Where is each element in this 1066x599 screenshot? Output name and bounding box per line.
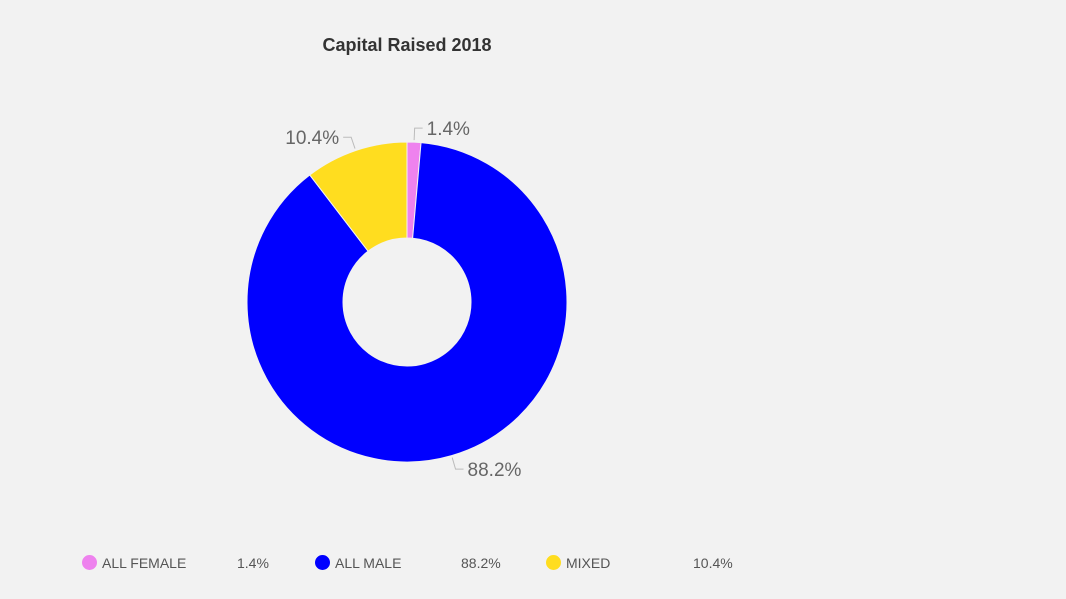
legend-dot-all-male [315, 555, 330, 570]
leader-line-all-female [413, 127, 423, 141]
leader-line-all-male [451, 457, 464, 470]
slice-mixed[interactable] [309, 141, 408, 252]
data-label-mixed: 10.4% [285, 128, 339, 149]
legend-dot-all-female [82, 555, 97, 570]
legend-label: ALL MALE [335, 555, 402, 571]
legend-value: 10.4% [693, 555, 733, 571]
legend-label: ALL FEMALE [102, 555, 187, 571]
data-label-all-male: 88.2% [468, 460, 522, 481]
legend-label: MIXED [566, 555, 611, 571]
legend-dot-mixed [546, 555, 561, 570]
leader-line-mixed [343, 136, 356, 149]
legend-value: 1.4% [237, 555, 269, 571]
chart-title: Capital Raised 2018 [322, 35, 492, 55]
slice-all-male[interactable] [246, 142, 568, 463]
legend-value: 88.2% [461, 555, 501, 571]
data-label-all-female: 1.4% [427, 119, 470, 140]
